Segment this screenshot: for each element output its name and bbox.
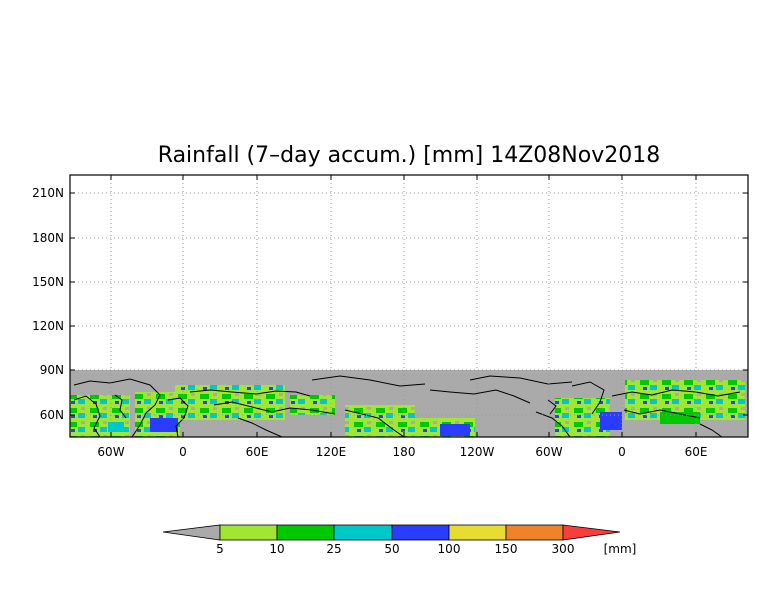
lat-label: 90N xyxy=(40,363,64,377)
colorbar-tick-label: 100 xyxy=(438,542,461,556)
colorbar-swatch xyxy=(276,524,335,541)
map-title: Rainfall (7–day accum.) [mm] 14Z08Nov201… xyxy=(158,143,660,168)
colorbar-swatch xyxy=(333,524,393,541)
colorbar-swatch xyxy=(391,524,450,541)
lon-label: 60W xyxy=(97,445,124,459)
coastlines xyxy=(73,375,741,437)
lon-label: 60E xyxy=(685,445,708,459)
lon-axis: 60W 0 60E 120E 180 120W 60W 0 60E xyxy=(97,175,707,459)
precipitation-patches xyxy=(70,380,745,437)
colorbar-unit-label: [mm] xyxy=(604,542,637,556)
colorbar-tick-label: 300 xyxy=(552,542,575,556)
colorbar-high-arrow xyxy=(562,524,621,541)
colorbar-tick-label: 5 xyxy=(216,542,224,556)
colorbar-low-arrow xyxy=(162,524,221,541)
lon-label: 60E xyxy=(246,445,269,459)
lat-label: 180N xyxy=(32,231,64,245)
colorbar-tick-label: 25 xyxy=(326,542,341,556)
lon-label: 60W xyxy=(535,445,562,459)
rainfall-field xyxy=(70,370,748,437)
colorbar-tick-label: 150 xyxy=(495,542,518,556)
lat-label: 210N xyxy=(32,186,64,200)
lat-axis: 210N 180N 150N 120N 90N 60N xyxy=(32,186,748,422)
lon-label: 120E xyxy=(316,445,347,459)
lon-label: 120W xyxy=(460,445,495,459)
colorbar-swatch xyxy=(219,524,278,541)
lon-label: 0 xyxy=(618,445,626,459)
colorbar: 5 10 25 50 100 150 300 [mm] xyxy=(162,524,637,556)
colorbar-tick-label: 50 xyxy=(384,542,399,556)
lat-label: 150N xyxy=(32,275,64,289)
lon-label: 0 xyxy=(179,445,187,459)
plot-frame xyxy=(69,174,749,438)
colorbar-swatch xyxy=(505,524,564,541)
colorbar-tick-label: 10 xyxy=(269,542,284,556)
lat-label: 60N xyxy=(40,408,64,422)
lat-label: 120N xyxy=(32,319,64,333)
colorbar-swatch xyxy=(448,524,507,541)
lon-label: 180 xyxy=(393,445,416,459)
gridlines xyxy=(70,175,748,437)
